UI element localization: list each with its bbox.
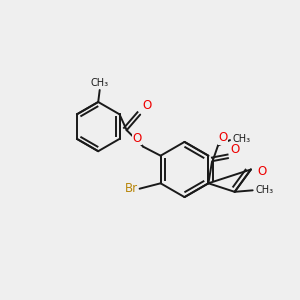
Text: CH₃: CH₃ (255, 185, 273, 195)
Text: O: O (257, 164, 267, 178)
Text: O: O (219, 131, 228, 144)
Text: O: O (231, 143, 240, 156)
Text: O: O (142, 99, 152, 112)
Text: Br: Br (125, 182, 138, 195)
Text: CH₃: CH₃ (91, 78, 109, 88)
Text: O: O (132, 132, 141, 145)
Text: CH₃: CH₃ (232, 134, 250, 145)
